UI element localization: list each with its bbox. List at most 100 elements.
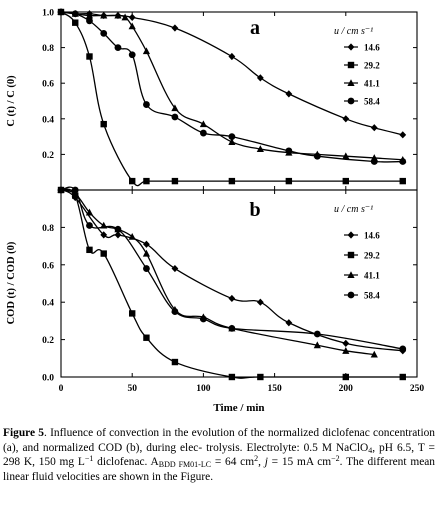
caption-line-4e: . The different — [339, 456, 407, 469]
data-point-29.2 — [129, 310, 136, 317]
data-point-29.2 — [171, 177, 179, 185]
series-line-41.1 — [60, 189, 375, 356]
panel-a-chart: 0.2 0.4 0.6 0.8 1.0 C (t) / C (0) a u / cm s⁻¹ 1… — [6, 8, 418, 191]
panel-label: b — [249, 199, 260, 221]
y-tick-label: 0.2 — [42, 336, 54, 346]
data-point-58.4 — [399, 158, 407, 165]
caption-line-3a: trolysis. Electrolyte: 0.5 M NaClO — [206, 441, 369, 454]
caption-line-4-sup: 2 — [254, 454, 259, 464]
data-point-14.6 — [114, 231, 122, 239]
data-point-14.6 — [256, 298, 264, 306]
data-point-14.6 — [285, 90, 293, 98]
panel-b-frame — [60, 189, 418, 378]
y-tick-label: 0.6 — [42, 80, 54, 90]
data-point-58.4 — [114, 44, 122, 51]
y-tick-label: 0.6 — [42, 261, 54, 271]
data-point-29.2 — [86, 53, 93, 60]
data-point-41.1 — [171, 104, 179, 112]
legend-marker-14.6 — [347, 43, 355, 51]
x-axis-title: Time / min — [213, 402, 264, 414]
data-point-29.2 — [285, 177, 293, 185]
data-point-58.4 — [313, 152, 321, 160]
data-point-58.4 — [171, 113, 179, 121]
caption-line-4-sup2: −2 — [331, 454, 340, 464]
legend-marker-14.6 — [347, 231, 355, 239]
data-point-41.1 — [370, 350, 378, 358]
data-point-14.6 — [100, 231, 108, 239]
data-point-41.1 — [114, 11, 122, 19]
data-point-58.4 — [71, 10, 79, 18]
data-point-41.1 — [256, 145, 264, 153]
data-point-58.4 — [143, 101, 150, 108]
data-point-29.2 — [143, 177, 150, 185]
caption-line-2: diclofenac concentration (a), and normal… — [3, 427, 435, 454]
data-point-58.4 — [143, 265, 150, 272]
data-point-29.2 — [228, 373, 236, 381]
y-tick-label: 0.2 — [42, 151, 54, 161]
data-point-14.6 — [370, 124, 378, 132]
data-point-58.4 — [313, 330, 321, 338]
data-point-58.4 — [86, 17, 93, 25]
data-point-14.6 — [228, 52, 236, 61]
caption-line-1: . Influence of convection in the evoluti… — [44, 427, 320, 439]
data-point-41.1 — [85, 11, 94, 19]
data-point-14.6 — [256, 74, 264, 82]
data-point-29.2 — [143, 334, 150, 341]
caption-line-4b: = 64 cm — [211, 456, 255, 469]
caption-figure-label: Figure 5 — [3, 427, 45, 439]
data-point-14.6 — [342, 339, 350, 347]
series-line-58.4 — [60, 186, 403, 350]
y-tick-label: 1.0 — [42, 9, 54, 19]
legend-marker-41.1 — [347, 79, 355, 86]
data-point-29.2 — [257, 373, 264, 381]
legend-marker-58.4 — [347, 291, 355, 299]
x-tick-label: 50 — [127, 384, 137, 394]
data-point-41.1 — [199, 120, 207, 128]
data-point-29.2 — [399, 373, 406, 381]
data-point-41.1 — [142, 47, 151, 55]
data-point-41.1 — [228, 138, 236, 145]
data-point-29.2 — [100, 120, 107, 128]
legend-marker-41.1 — [347, 271, 355, 278]
caption-line-5: mean linear fluid velocities are shown i… — [3, 456, 435, 483]
panel-label: a — [250, 17, 260, 39]
y-tick-label: 0.4 — [42, 115, 54, 125]
data-point-58.4 — [57, 8, 65, 16]
data-point-29.2 — [171, 358, 179, 366]
legend-label-29.2: 29.2 — [364, 251, 380, 261]
data-point-29.2 — [399, 177, 406, 185]
data-point-14.6 — [128, 13, 136, 21]
y-axis-title: C (t) / C (0) — [6, 75, 17, 127]
caption-line-4d: = 15 mA cm — [267, 456, 332, 469]
series-line-29.2 — [60, 188, 403, 379]
data-point-58.4 — [200, 129, 207, 137]
data-point-58.4 — [114, 225, 122, 233]
data-point-29.2 — [129, 177, 136, 185]
legend-label-41.1: 41.1 — [364, 79, 380, 89]
y-tick-label: 0.8 — [42, 224, 54, 234]
caption-line-4-sub: BDD FM01-LC — [158, 460, 212, 470]
data-point-58.4 — [86, 222, 93, 229]
data-point-58.4 — [228, 324, 236, 332]
x-tick-label: 0 — [59, 384, 64, 394]
legend-label-58.4: 58.4 — [364, 97, 380, 107]
data-point-14.6 — [171, 24, 179, 32]
data-point-29.2 — [342, 373, 349, 381]
caption-line-3-sub: 4 — [368, 445, 373, 455]
caption-line-4c: , — [258, 456, 265, 469]
caption-line-4a: diclofenac. A — [97, 456, 159, 469]
data-point-14.6 — [143, 240, 150, 248]
data-point-29.2 — [228, 177, 236, 185]
y-tick-label: 0.0 — [42, 374, 54, 384]
data-point-41.1 — [342, 152, 350, 160]
legend-title: u / cm s⁻¹ — [334, 26, 373, 37]
data-point-58.4 — [71, 186, 79, 194]
data-point-29.2 — [100, 250, 107, 257]
legend-marker-29.2 — [347, 61, 355, 69]
data-point-41.1 — [128, 232, 136, 240]
legend-label-14.6: 14.6 — [364, 231, 380, 241]
legend-label-29.2: 29.2 — [364, 61, 380, 71]
data-point-58.4 — [171, 308, 179, 315]
legend-label-58.4: 58.4 — [364, 291, 380, 301]
data-point-14.6 — [285, 319, 293, 327]
